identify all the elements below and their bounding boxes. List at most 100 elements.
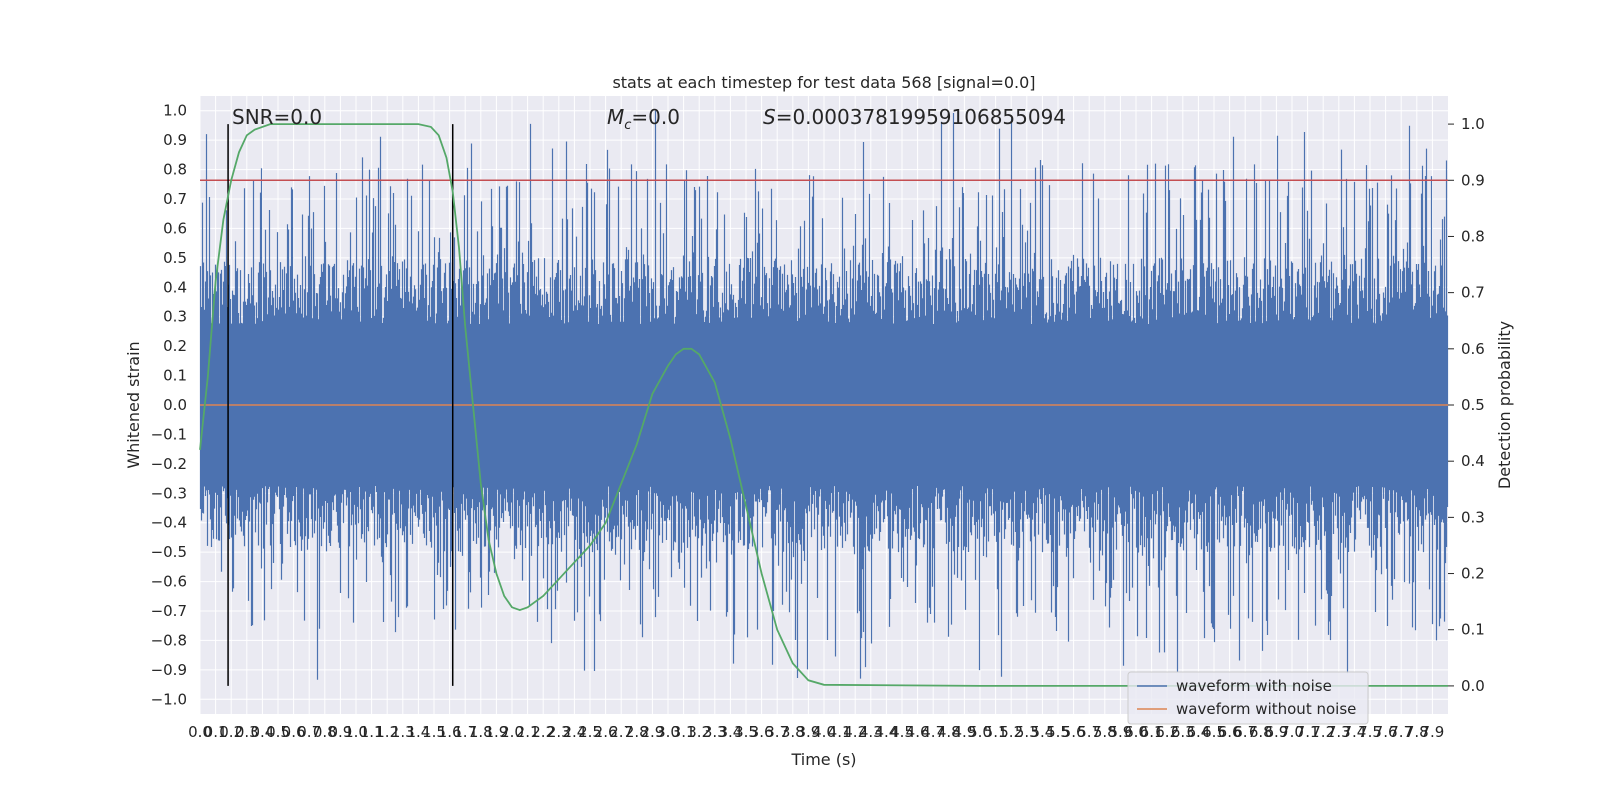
x-tick-label: 3.5 [734,723,758,741]
x-tick-label: 2.2 [531,723,555,741]
y2-tick-label: 0.8 [1461,227,1485,245]
x-tick-label: 1.2 [375,723,399,741]
y-tick-label: −0.2 [151,455,187,473]
x-tick-label: 7.9 [1420,723,1444,741]
x-tick-label: 1.5 [422,723,446,741]
y-tick-label: −0.8 [151,631,187,649]
x-tick-label: 0.6 [282,723,306,741]
x-axis-ticks: 0.00.10.20.30.40.50.60.70.80.91.01.11.21… [188,723,1444,741]
x-tick-label: 2.1 [516,723,540,741]
x-tick-label: 0.1 [204,723,228,741]
x-tick-label: 7.7 [1389,723,1413,741]
score-value: =0.00037819959106855094 [776,105,1066,129]
chirp-mass-annotation: Mc=0.0 [607,105,680,133]
x-tick-label: 3.9 [796,723,820,741]
y-tick-label: −0.4 [151,514,187,532]
reference-lines [200,124,1448,686]
x-tick-label: 1.0 [344,723,368,741]
x-tick-label: 3.8 [781,723,805,741]
x-tick-label: 4.1 [828,723,852,741]
x-tick-label: 1.4 [406,723,430,741]
legend: waveform with noise waveform without noi… [1127,671,1369,725]
detection-probability-series [199,123,1448,687]
chirp-mass-value: =0.0 [631,105,680,129]
x-tick-label: 7.3 [1327,723,1351,741]
y2-axis-ticks: 1.0 0.9 0.8 0.7 0.6 0.5 0.4 0.3 0.2 0.1 0.0 [1448,115,1485,695]
x-tick-label: 4.5 [890,723,914,741]
x-tick-label: 5.1 [984,723,1008,741]
y-tick-label: 0.0 [163,396,187,414]
x-tick-label: 4.3 [859,723,883,741]
x-tick-label: 7.1 [1296,723,1320,741]
x-tick-label: 5.6 [1062,723,1086,741]
x-tick-label: 0.2 [219,723,243,741]
legend-label-noise: waveform with noise [1176,677,1332,695]
x-tick-label: 4.4 [874,723,898,741]
x-tick-label: 3.4 [718,723,742,741]
y2-tick-label: 0.7 [1461,284,1485,302]
x-tick-label: 6.4 [1186,723,1210,741]
y2-axis-label: Detection probability [1495,321,1514,489]
x-tick-label: 0.5 [266,723,290,741]
x-tick-label: 3.3 [703,723,727,741]
y-tick-label: −0.5 [151,543,187,561]
x-tick-label: 5.4 [1030,723,1054,741]
x-tick-label: 5.5 [1046,723,1070,741]
y-tick-label: 0.7 [163,190,187,208]
x-tick-label: 4.2 [843,723,867,741]
x-tick-label: 5.3 [1015,723,1039,741]
x-tick-label: 7.2 [1311,723,1335,741]
snr-annotation: SNR=0.0 [232,105,322,129]
x-tick-label: 5.8 [1093,723,1117,741]
y-axis-label: Whitened strain [124,341,143,468]
x-tick-label: 0.7 [297,723,321,741]
x-tick-label: 5.7 [1077,723,1101,741]
y-tick-label: −0.6 [151,573,187,591]
x-tick-label: 7.6 [1374,723,1398,741]
y2-tick-label: 0.0 [1461,677,1485,695]
x-tick-label: 0.9 [328,723,352,741]
x-tick-label: 0.3 [235,723,259,741]
y2-tick-label: 1.0 [1461,115,1485,133]
y-tick-label: 0.6 [163,219,187,237]
score-symbol: S [763,105,776,129]
y-tick-label: 0.5 [163,249,187,267]
x-tick-label: 5.9 [1108,723,1132,741]
y-tick-label: 0.3 [163,308,187,326]
x-tick-label: 1.8 [469,723,493,741]
x-tick-label: 1.9 [484,723,508,741]
x-tick-label: 6.0 [1124,723,1148,741]
x-tick-label: 3.0 [656,723,680,741]
legend-label-clean: waveform without noise [1176,700,1356,718]
x-tick-label: 1.1 [360,723,384,741]
x-tick-label: 1.3 [391,723,415,741]
x-tick-label: 3.7 [765,723,789,741]
y-tick-label: 0.4 [163,278,187,296]
snr-score-annotation: S=0.00037819959106855094 [763,105,1066,129]
x-tick-label: 4.9 [952,723,976,741]
chirp-mass-subscript: c [624,118,631,133]
x-tick-label: 1.6 [438,723,462,741]
x-tick-label: 6.8 [1249,723,1273,741]
x-tick-label: 7.5 [1358,723,1382,741]
x-tick-label: 6.1 [1140,723,1164,741]
y-tick-label: 0.8 [163,161,187,179]
x-tick-label: 3.1 [672,723,696,741]
x-tick-label: 0.0 [188,723,212,741]
y-tick-label: 0.2 [163,337,187,355]
x-tick-label: 4.8 [937,723,961,741]
x-tick-label: 5.2 [999,723,1023,741]
y-tick-label: −0.3 [151,484,187,502]
x-tick-label: 0.4 [250,723,274,741]
x-tick-label: 2.4 [562,723,586,741]
chirp-mass-symbol: M [607,105,624,129]
x-tick-label: 2.7 [609,723,633,741]
x-tick-label: 3.6 [750,723,774,741]
y-tick-label: −0.9 [151,661,187,679]
x-tick-label: 7.0 [1280,723,1304,741]
y-tick-label: −1.0 [151,690,187,708]
y-tick-label: 1.0 [163,102,187,120]
y-tick-label: 0.9 [163,131,187,149]
y2-tick-label: 0.6 [1461,340,1485,358]
